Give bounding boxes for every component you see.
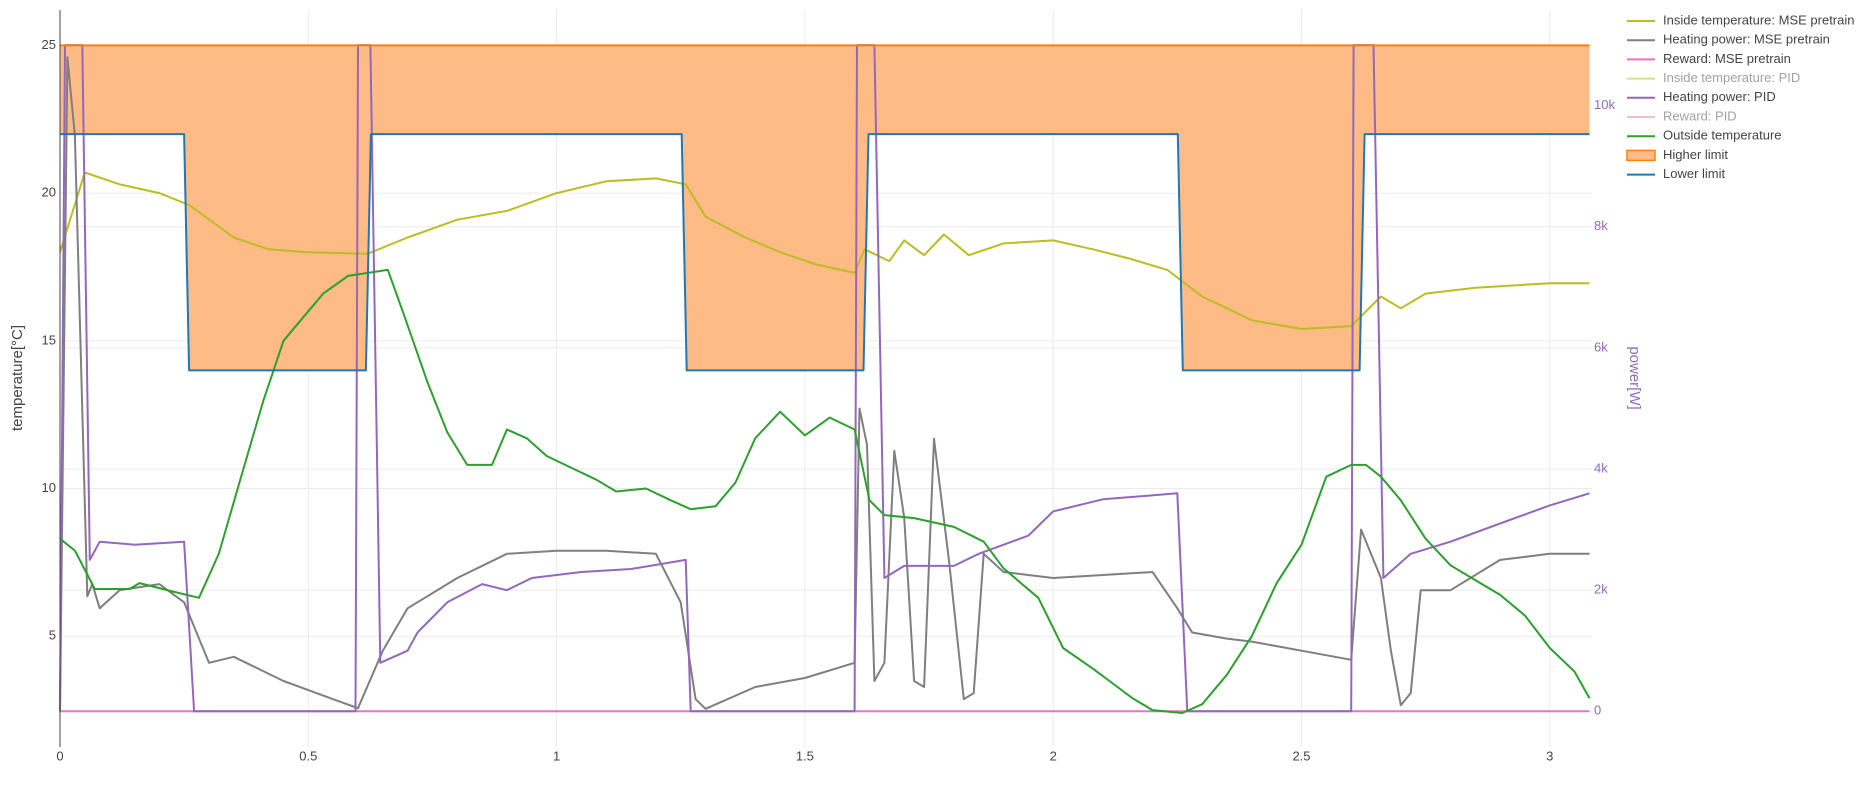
- y-axis-title: temperature[°C]: [9, 325, 26, 431]
- legend-item[interactable]: Reward: PID: [1627, 108, 1737, 123]
- legend: Inside temperature: MSE pretrain Heating …: [1626, 12, 1854, 181]
- y-tick-label: 10: [42, 480, 56, 495]
- x-tick-label: 0: [56, 748, 63, 763]
- legend-item[interactable]: Inside temperature: MSE pretrain: [1627, 12, 1854, 27]
- legend-item[interactable]: Reward: MSE pretrain: [1627, 51, 1791, 66]
- legend-label: Inside temperature: PID: [1663, 70, 1800, 85]
- legend-item[interactable]: Lower limit: [1627, 166, 1726, 181]
- y2-tick-label: 4k: [1594, 460, 1608, 475]
- legend-swatch: [1626, 149, 1656, 162]
- x-tick-label: 1: [553, 748, 560, 763]
- y-tick-label: 15: [42, 332, 56, 347]
- legend-item[interactable]: Outside temperature: [1627, 128, 1782, 143]
- x-tick-label: 0.5: [299, 748, 317, 763]
- y-tick-label: 5: [49, 628, 56, 643]
- y2-tick-label: 6k: [1594, 339, 1608, 354]
- x-tick-label: 2: [1050, 748, 1057, 763]
- legend-item[interactable]: Heating power: PID: [1627, 89, 1776, 104]
- legend-label: Reward: PID: [1663, 108, 1737, 123]
- legend-label: Heating power: PID: [1663, 89, 1776, 104]
- x-tick-label: 2.5: [1292, 748, 1310, 763]
- y2-tick-label: 2k: [1594, 582, 1608, 597]
- y2-tick-label: 0: [1594, 703, 1601, 718]
- series-line: [59, 56, 1590, 712]
- legend-label: Higher limit: [1663, 147, 1728, 162]
- y-tick-label: 20: [42, 185, 56, 200]
- series-line: [59, 171, 1590, 330]
- legend-label: Lower limit: [1663, 166, 1726, 181]
- legend-label: Outside temperature: [1663, 128, 1782, 143]
- legend-item[interactable]: Heating power: MSE pretrain: [1627, 32, 1830, 47]
- legend-item[interactable]: Higher limit: [1626, 147, 1728, 162]
- legend-label: Reward: MSE pretrain: [1663, 51, 1791, 66]
- limit-band: [60, 45, 1590, 371]
- y2-axis-title: power[W]: [1626, 346, 1643, 409]
- axes: 0 0.5 1 1.5 2 2.5 3 5 10 15 20 25 0 2k 4k 6k 8k 10k: [42, 10, 1615, 763]
- x-tick-label: 1.5: [796, 748, 814, 763]
- y2-tick-label: 8k: [1594, 218, 1608, 233]
- series-line: [60, 133, 1590, 372]
- y2-tick-label: 10k: [1594, 97, 1615, 112]
- legend-label: Heating power: MSE pretrain: [1663, 32, 1830, 47]
- x-tick-label: 3: [1546, 748, 1553, 763]
- series-line: [59, 268, 1591, 714]
- legend-label: Inside temperature: MSE pretrain: [1663, 12, 1854, 27]
- legend-item[interactable]: Inside temperature: PID: [1627, 70, 1800, 85]
- fills: [60, 45, 1590, 371]
- lines: [59, 44, 1591, 714]
- y-tick-label: 25: [42, 37, 56, 52]
